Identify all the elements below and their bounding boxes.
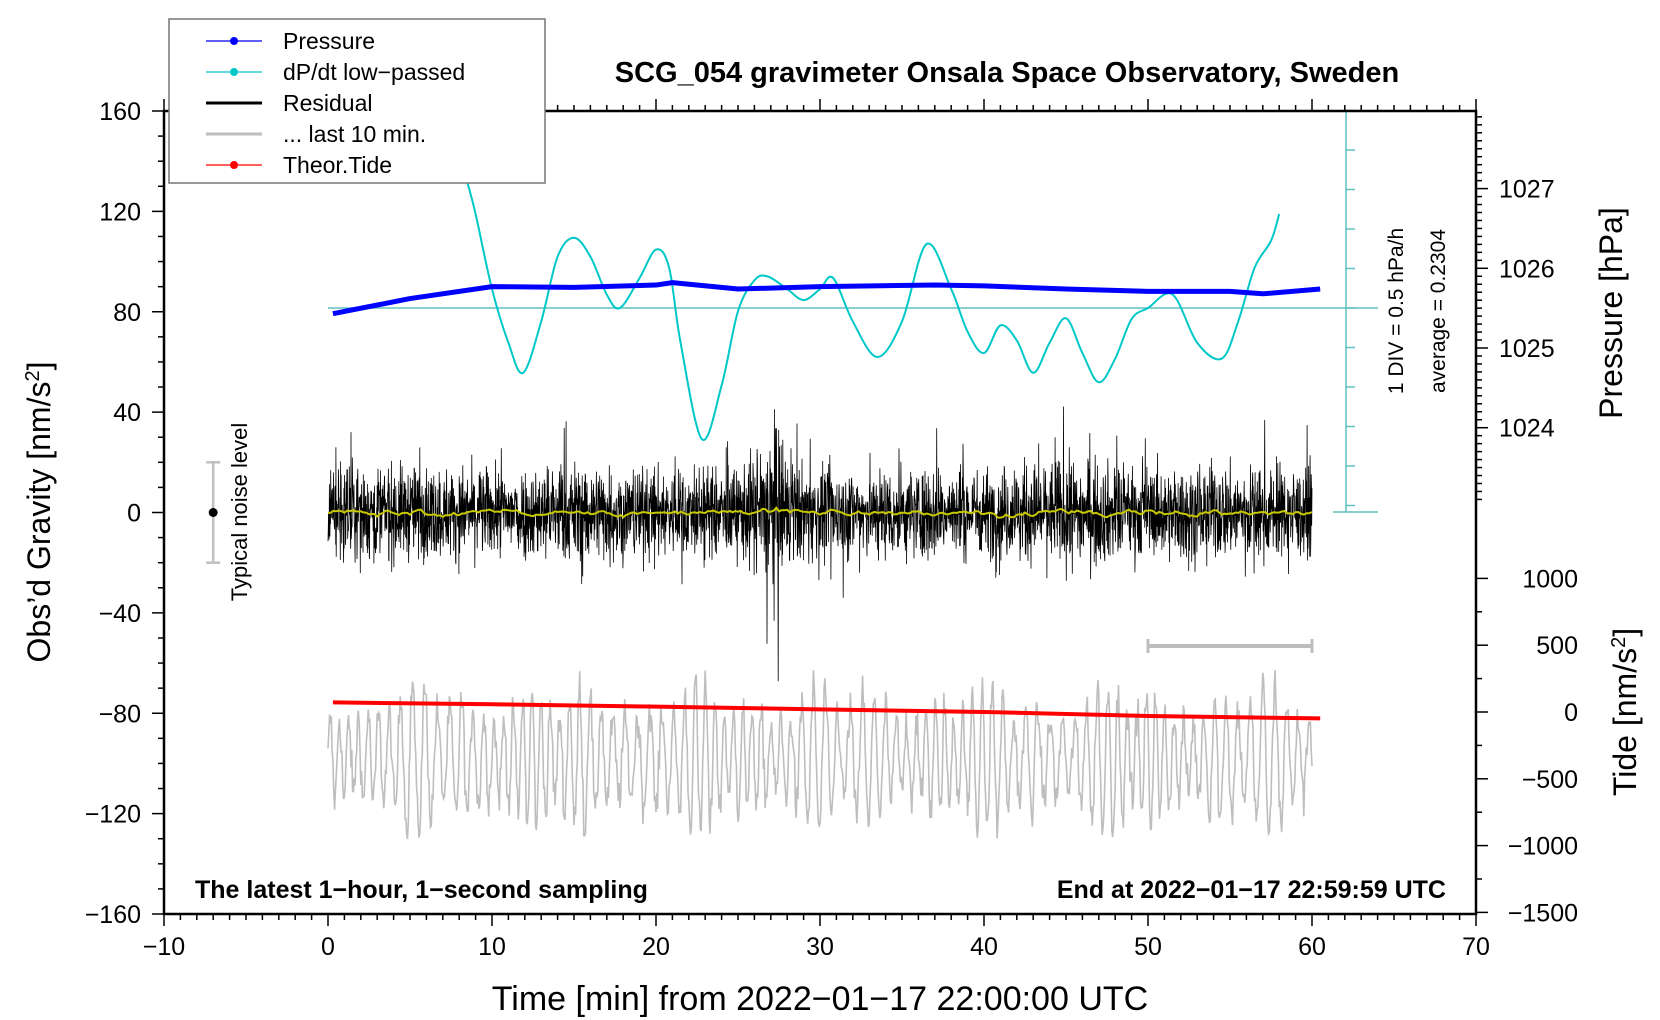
y-tick-label: 160 [99,98,141,126]
sampling-note: The latest 1−hour, 1−second sampling [195,876,648,904]
x-tick-label: 0 [321,933,335,961]
x-tick-label: 40 [970,933,998,961]
legend-label: Theor.Tide [283,152,392,178]
y-axis-title-sup: 2 [22,370,44,381]
legend-label: Pressure [283,28,375,54]
tide-line [332,700,1321,721]
y-tick-label: 40 [113,399,141,427]
y-tick-label: −120 [85,801,141,829]
residual-line [327,406,1313,682]
pressure-tick-label: 1026 [1499,255,1555,283]
y-tick-label: 120 [99,198,141,226]
plot-frame [162,109,1478,916]
x-tick-label: 30 [806,933,834,961]
y-tick-label: 80 [113,299,141,327]
legend-box [168,18,546,184]
legend-entries: Pressure dP/dt low−passed Residual ... last… [206,28,465,178]
tide-axis-title-text: Tide [nm/s [1607,648,1643,796]
pressure-tick-label: 1025 [1499,335,1555,363]
y-axis-title-text: Obs’d Gravity [nm/s [21,382,57,663]
x-tick-label: 70 [1462,933,1490,961]
legend-label: Residual [283,90,373,116]
pressure-tick-label: 1027 [1499,176,1555,204]
y-tick-label: −80 [99,700,141,728]
tide-tick-label: 0 [1564,699,1578,727]
x-tick-label: 50 [1134,933,1162,961]
end-time-note: End at 2022−01−17 22:59:59 UTC [1057,876,1446,904]
last10min-line [327,669,1313,840]
legend-label: ... last 10 min. [283,121,426,147]
legend: Pressure dP/dt low−passed Residual ... last… [168,18,546,184]
tide-axis-title: Tide [nm/s2] [1607,628,1643,796]
tide-axis-title-sup: 2 [1608,637,1630,648]
y-axis-title-close: ] [21,362,57,371]
legend-swatch-marker [230,68,238,76]
series-layer [206,109,1378,840]
noise-level-label: Typical noise level [227,423,252,602]
div-label: 1 DIV = 0.5 hPa/h [1385,228,1408,394]
y-tick-label: 0 [127,500,141,528]
legend-label: dP/dt low−passed [283,59,465,85]
y-tick-label: −160 [85,901,141,929]
y-axis-title: Obs’d Gravity [nm/s2] [21,362,57,663]
noise-dot [208,508,218,517]
dpdt-line [466,182,1281,441]
x-tick-label: 10 [478,933,506,961]
legend-swatch-marker [230,161,238,169]
tide-axis-title-close: ] [1607,628,1643,637]
tide-tick-label: 1000 [1522,565,1578,593]
tide-tick-label: −500 [1522,766,1578,794]
chart-title: SCG_054 gravimeter Onsala Space Observat… [615,57,1399,89]
axis-ticks: −10 0 10 20 30 40 50 60 70 160 120 80 40 0 −40 −80 −120 −… [85,98,1578,961]
tide-tick-label: −1500 [1508,899,1578,927]
pressure-line [332,280,1321,317]
x-tick-label: −10 [143,933,185,961]
y-tick-label: −40 [99,600,141,628]
residual-smoothed-line [327,506,1313,519]
average-label: average = 0.2304 [1427,229,1450,393]
x-tick-label: 20 [642,933,670,961]
pressure-tick-label: 1024 [1499,415,1555,443]
tide-tick-label: 500 [1536,632,1578,660]
pressure-axis-title: Pressure [hPa] [1593,207,1629,419]
x-tick-label: 60 [1298,933,1326,961]
tide-tick-label: −1000 [1508,833,1578,861]
x-axis-title: Time [min] from 2022−01−17 22:00:00 UTC [492,980,1148,1018]
legend-swatch-marker [230,37,238,45]
